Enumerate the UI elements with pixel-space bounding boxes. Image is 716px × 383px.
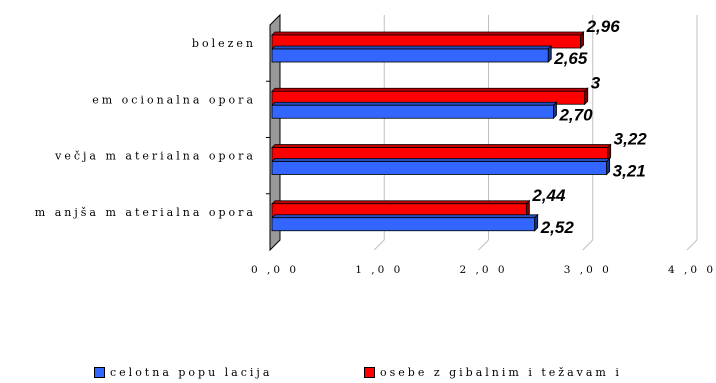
bar-end-face [606, 157, 611, 176]
bar-end-face [534, 213, 539, 232]
data-label: 3 [591, 73, 601, 92]
category-label: m anjša m aterialna opora [35, 206, 256, 219]
gridline [478, 239, 489, 251]
legend-label: osebe z gibalnim i težavam i [380, 366, 622, 379]
data-label: 2,65 [553, 49, 588, 68]
bar-top-face [271, 45, 553, 50]
data-label: 2,96 [586, 17, 621, 36]
bar-top-face [271, 200, 531, 205]
bar-top-face [271, 214, 539, 219]
category-label: em ocionalna opora [92, 93, 256, 106]
legend-item-osebe-z-gibalnimi-tezavami: osebe z gibalnim i težavam i [364, 366, 622, 379]
bar [271, 48, 549, 63]
x-tick-label: 0 ,0 0 [251, 264, 299, 276]
x-tick-label: 3 ,0 0 [564, 264, 612, 276]
gridline [373, 239, 385, 251]
gridline [582, 239, 594, 251]
bar-end-face [525, 199, 530, 218]
data-label: 2,70 [558, 105, 593, 124]
gridline [686, 239, 698, 251]
bar-top-face [271, 158, 611, 162]
x-tick-label: 4 ,0 0 [668, 264, 716, 276]
legend-label: celotna popu lacija [110, 366, 273, 379]
bar-end-face [607, 143, 612, 162]
bar-top-face [271, 101, 558, 106]
bar-end-face [553, 101, 557, 120]
data-label: 3,21 [613, 162, 646, 181]
bar-top-face [271, 31, 585, 36]
category-label: bolezen [192, 37, 256, 50]
bar-end-face [584, 87, 589, 106]
bar-end-face [580, 31, 584, 49]
bar [271, 104, 554, 119]
legend-swatch-red [364, 367, 375, 378]
x-tick-label: 2 ,0 0 [459, 264, 507, 276]
bar-end-face [547, 45, 552, 63]
data-label: 3,22 [614, 130, 648, 149]
bar [271, 217, 536, 232]
x-tick-label: 1 ,0 0 [355, 264, 403, 276]
legend-swatch-blue [94, 367, 105, 378]
data-label: 2,52 [540, 218, 575, 237]
category-label: večja m aterialna opora [54, 150, 256, 163]
bar-top-face [271, 144, 612, 148]
legend-item-celotna-populacija: celotna popu lacija [94, 366, 272, 379]
bar-top-face [271, 87, 589, 92]
data-label: 2,44 [531, 186, 566, 205]
bar [271, 161, 608, 175]
